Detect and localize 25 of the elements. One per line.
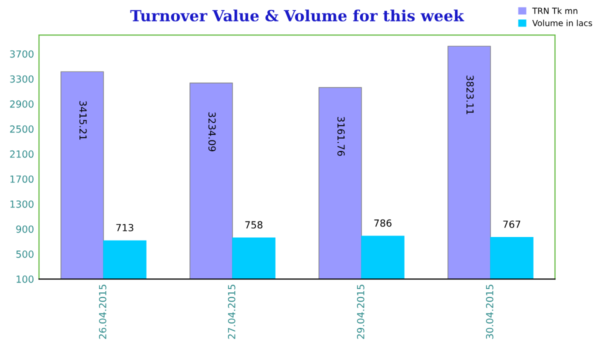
data-label: 3234.09: [208, 112, 216, 152]
y-tick-label: 500: [16, 250, 34, 258]
y-tick-label: 1700: [10, 175, 34, 183]
legend-label: Volume in lacs: [532, 20, 592, 26]
data-label: 767: [503, 220, 520, 228]
data-label: 713: [116, 224, 134, 232]
data-label: 758: [245, 221, 262, 228]
y-tick-label: 3300: [10, 75, 34, 83]
x-tick-label: 26.04.2015: [98, 284, 106, 339]
y-tick-label: 2500: [10, 125, 34, 133]
y-tick-label: 2900: [10, 100, 34, 108]
y-tick-label: 3700: [10, 50, 34, 58]
x-tick-label: 29.04.2015: [356, 284, 364, 339]
data-label: 786: [374, 219, 392, 227]
x-tick-label: 30.04.2015: [486, 284, 494, 339]
y-tick-label: 1300: [10, 200, 34, 208]
x-tick-label: 27.04.2015: [228, 284, 236, 339]
data-label: 3823.11: [466, 76, 474, 114]
legend-label: TRN Tk mn: [532, 8, 578, 14]
y-tick-label: 900: [16, 225, 34, 233]
data-label: 3415.21: [79, 101, 87, 140]
data-label: 3161.76: [337, 116, 345, 156]
chart-title: Turnover Value & Volume for this week: [130, 10, 464, 22]
y-tick-label: 100: [16, 276, 34, 283]
y-tick-label: 2100: [10, 150, 34, 158]
